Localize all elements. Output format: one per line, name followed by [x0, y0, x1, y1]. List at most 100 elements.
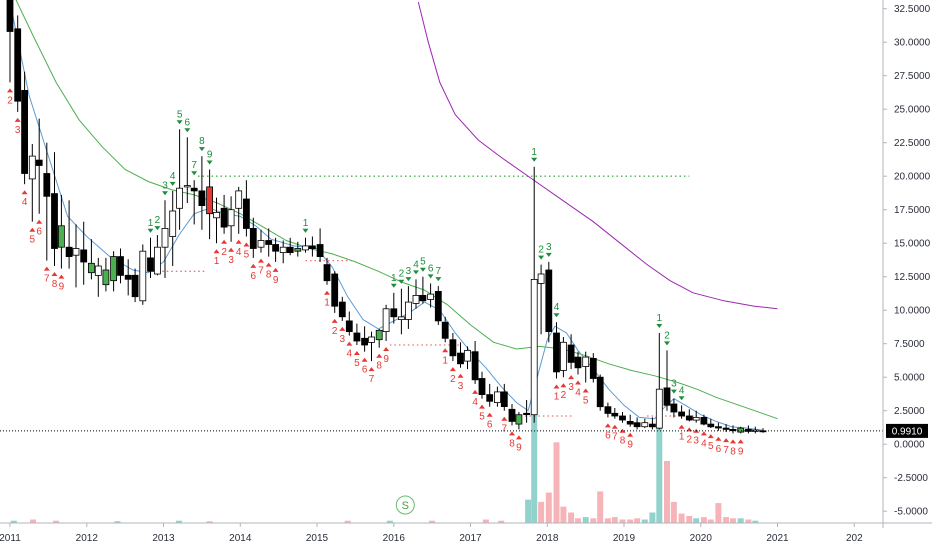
fast-ma-line: [9, 1, 763, 431]
candle-body: [382, 308, 390, 332]
setup-count-label: 9: [383, 354, 389, 365]
setup-count-label: 7: [369, 374, 375, 385]
setup-count-label: 8: [730, 446, 736, 457]
setup-count-label: 4: [413, 259, 419, 270]
candle-body: [161, 227, 169, 248]
candle-body: [553, 332, 560, 373]
setup-arrow: [272, 267, 279, 272]
setup-arrow: [575, 380, 581, 385]
setup-arrow: [604, 423, 611, 428]
setup-count-label: 7: [723, 445, 729, 456]
setup-arrow: [154, 226, 161, 231]
setup-arrow: [169, 181, 176, 186]
setup-arrow: [723, 438, 730, 443]
volume-bar: [498, 520, 505, 523]
signal-marker-label: S: [402, 500, 409, 512]
volume-bar: [525, 499, 532, 523]
time-tick-label: 2018: [536, 533, 559, 544]
setup-arrow: [730, 439, 736, 444]
setup-arrow: [538, 255, 545, 260]
candle-body: [685, 415, 693, 421]
candle-body: [692, 416, 700, 421]
volume-bar: [634, 518, 641, 523]
volume-bar: [590, 518, 597, 523]
moving-average-layer: [9, 0, 778, 431]
candle-body: [51, 193, 58, 249]
candle-body: [316, 244, 324, 258]
setup-count-label: 6: [36, 227, 42, 238]
setup-arrow: [353, 351, 360, 355]
setup-count-label: 7: [436, 266, 442, 277]
volume-bar: [114, 521, 121, 523]
setup-arrow: [176, 120, 183, 125]
candle-body: [58, 225, 65, 248]
candle-body: [139, 250, 147, 302]
setup-count-label: 2: [664, 330, 670, 341]
setup-arrow: [707, 434, 714, 439]
volume-bar: [611, 517, 618, 523]
price-tick-label: 2.5000: [894, 406, 925, 417]
candle-body: [641, 422, 649, 428]
candle-body: [272, 244, 280, 252]
signal-marker-circle: [395, 495, 415, 515]
volume-bar: [206, 521, 213, 523]
setup-count-label: 6: [185, 117, 191, 128]
volume-bar: [737, 518, 744, 523]
setup-count-label: 8: [52, 279, 58, 290]
setup-arrow: [398, 279, 405, 284]
volume-bar: [700, 517, 707, 523]
candle-body: [715, 426, 722, 429]
setup-count-label: 3: [406, 266, 412, 277]
volume-bar: [568, 512, 575, 523]
volume-bar: [531, 414, 538, 523]
setup-arrow: [619, 428, 626, 433]
time-tick-label: 2012: [76, 533, 99, 544]
setup-arrow: [486, 412, 493, 417]
setup-arrow: [302, 228, 309, 233]
setup-arrow: [678, 396, 685, 401]
candle-body: [670, 403, 678, 413]
candle-body: [147, 257, 154, 272]
setup-arrow: [715, 436, 722, 441]
setup-count-label: 6: [362, 365, 368, 376]
candle-body: [611, 412, 619, 417]
setup-arrow: [553, 384, 560, 389]
candle-body: [493, 391, 501, 403]
candle-body: [596, 376, 604, 408]
setup-count-label: 9: [627, 440, 633, 451]
setup-arrow: [191, 171, 198, 176]
setup-count-label: 1: [214, 256, 220, 267]
volume-bar: [582, 517, 589, 523]
setup-count-label: 5: [244, 250, 250, 261]
setup-arrow: [29, 227, 36, 232]
candle-body: [486, 394, 494, 402]
setup-arrow: [427, 274, 434, 279]
candle-body: [183, 185, 191, 188]
setup-arrow: [435, 277, 442, 282]
setup-arrow: [442, 348, 449, 353]
price-badge: [886, 423, 928, 438]
setup-arrow: [553, 313, 560, 318]
setup-count-label: 3: [15, 125, 21, 136]
candle-body: [427, 293, 435, 300]
candle-body: [368, 336, 375, 343]
volume-bar: [619, 519, 626, 523]
candle-body: [464, 349, 471, 362]
candle-body: [308, 245, 316, 249]
setup-arrow: [501, 416, 508, 421]
volume-bar: [597, 491, 604, 523]
setup-count-label: 8: [620, 436, 626, 447]
candle-body: [751, 429, 759, 432]
setup-count-label: 3: [458, 381, 464, 392]
setup-arrow: [228, 247, 235, 252]
candle-body: [574, 356, 582, 369]
candle-body: [471, 351, 479, 381]
setup-count-label: 4: [575, 388, 581, 399]
candle-body: [515, 414, 523, 425]
candle-body: [227, 209, 235, 227]
time-tick-label: 2016: [383, 533, 406, 544]
setup-arrow: [21, 190, 28, 195]
setup-arrow: [206, 160, 213, 165]
